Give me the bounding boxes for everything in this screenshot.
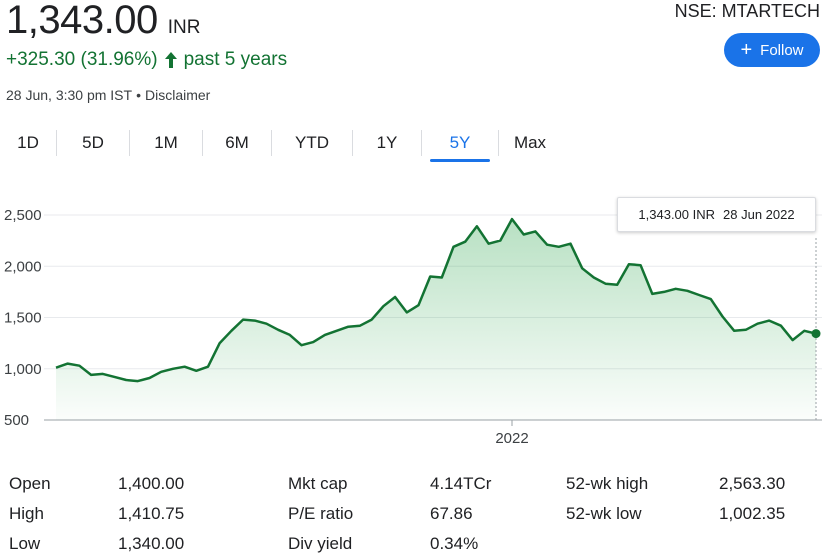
tab-6m[interactable]: 6M [225, 133, 249, 152]
range-tabs: 1D 5D 1M 6M YTD 1Y 5Y Max [0, 124, 561, 162]
tab-divider [498, 130, 499, 156]
stat-value-high: 1,410.75 [118, 504, 185, 523]
y-tick-label: 500 [4, 412, 29, 429]
tab-5y[interactable]: 5Y [422, 124, 498, 162]
stat-label-52-wk-high: 52-wk high [566, 474, 649, 493]
y-tick-label: 2,000 [4, 258, 42, 275]
separator-dot: • [136, 87, 141, 103]
tab-divider [129, 130, 130, 156]
stats-row: Open 1,400.00 Mkt cap 4.14TCr 52-wk high 2,56… [0, 470, 822, 500]
y-tick-label: 2,500 [4, 207, 42, 224]
tab-ytd[interactable]: YTD [295, 133, 329, 152]
follow-button[interactable]: + Follow [724, 33, 820, 67]
chart-tooltip: 1,343.00 INR 28 Jun 2022 [617, 197, 816, 232]
tab-divider [421, 130, 422, 156]
plus-icon: + [740, 39, 753, 61]
stat-value-52-wk-high: 2,563.30 [719, 474, 786, 493]
tooltip-date: 28 Jun 2022 [723, 207, 795, 222]
tab-1d[interactable]: 1D [17, 133, 39, 152]
timestamp-text: 28 Jun, 3:30 pm IST [6, 87, 133, 103]
tab-5d[interactable]: 5D [82, 133, 104, 152]
current-price: 1,343.00 [6, 0, 158, 42]
tab-1m[interactable]: 1M [154, 133, 178, 152]
tab-divider [271, 130, 272, 156]
last-point-marker [811, 329, 821, 339]
stat-label-mkt-cap: Mkt cap [288, 474, 348, 493]
stat-value-52-wk-low: 1,002.35 [719, 504, 786, 523]
x-tick-label: 2022 [495, 430, 528, 447]
disclaimer-link[interactable]: Disclaimer [144, 87, 211, 103]
series-area [56, 219, 816, 420]
stat-value-div-yield: 0.34% [430, 534, 479, 553]
stats-row: Low 1,340.00 Div yield 0.34% [0, 530, 822, 558]
series-line [55, 217, 817, 383]
tab-divider [352, 130, 353, 156]
stats-row: High 1,410.75 P/E ratio 67.86 52-wk low 1,002… [0, 500, 822, 530]
tab-divider [56, 130, 57, 156]
stat-label-div-yield: Div yield [288, 534, 353, 553]
change-value: +325.30 (31.96%) [6, 49, 158, 70]
tooltip-value: 1,343.00 INR [638, 207, 716, 222]
tab-1y[interactable]: 1Y [376, 133, 398, 152]
stat-value-open: 1,400.00 [118, 474, 185, 493]
price-chart[interactable]: 2,500 2,000 1,500 1,000 500 2022 [0, 190, 822, 450]
stat-label-p-e-ratio: P/E ratio [288, 504, 354, 523]
stat-label-open: Open [9, 474, 51, 493]
quote-timestamp: 28 Jun, 3:30 pm IST • Disclaimer [6, 87, 210, 103]
key-stats: Open 1,400.00 Mkt cap 4.14TCr 52-wk high 2,56… [0, 470, 822, 558]
tab-max[interactable]: Max [513, 133, 547, 152]
stat-value-low: 1,340.00 [118, 534, 185, 553]
follow-label: Follow [760, 41, 804, 59]
currency-label: INR [167, 17, 201, 38]
ticker-symbol: NSE: MTARTECH [674, 1, 820, 21]
price-header: 1,343.00 INR [6, 0, 200, 44]
stat-value-mkt-cap: 4.14TCr [430, 474, 492, 493]
y-tick-label: 1,500 [4, 310, 42, 327]
price-change: +325.30 (31.96%) past 5 years [6, 49, 287, 71]
change-period: past 5 years [183, 49, 288, 70]
arrow-up-icon [164, 52, 177, 68]
stat-label-low: Low [9, 534, 41, 553]
y-tick-label: 1,000 [4, 361, 42, 378]
stat-value-p-e-ratio: 67.86 [430, 504, 473, 523]
stat-label-52-wk-low: 52-wk low [566, 504, 642, 523]
stat-label-high: High [9, 504, 44, 523]
tab-divider [202, 130, 203, 156]
